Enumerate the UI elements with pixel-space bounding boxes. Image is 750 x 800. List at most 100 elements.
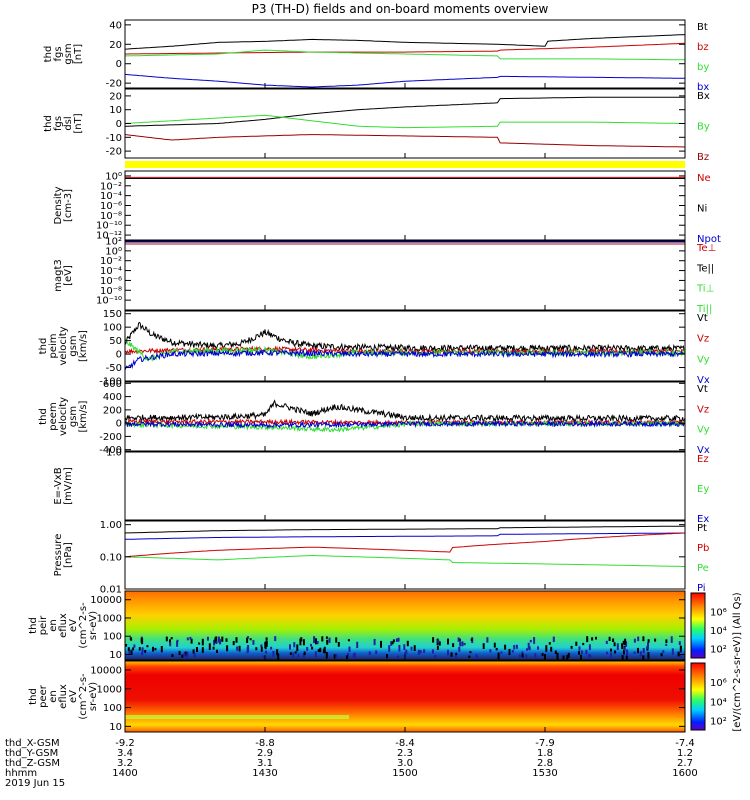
y-tick-label: 100	[103, 323, 122, 334]
spectrogram-speckle	[578, 651, 580, 655]
spectrogram-speckle	[545, 645, 548, 652]
spectrogram-speckle	[169, 639, 171, 644]
spectrogram-speckle	[238, 645, 241, 652]
y-axis-label: Pressure	[53, 534, 64, 577]
spectrogram-speckle	[504, 644, 507, 650]
spectrogram-band	[125, 715, 349, 719]
y-axis-label: eflux	[58, 684, 69, 709]
spectrogram-speckle	[201, 638, 204, 646]
panel-frame	[124, 170, 686, 241]
spectrogram-speckle	[392, 639, 395, 643]
spectrogram-speckle	[310, 643, 312, 647]
spectrogram-speckle	[534, 653, 537, 660]
y-tick-label: -20	[106, 147, 122, 158]
y-axis-label: eflux	[58, 613, 69, 638]
spectrogram-speckle	[260, 644, 263, 648]
spectrogram-speckle	[132, 647, 135, 651]
y-tick-label: -100	[99, 377, 122, 388]
legend-entry: Ex	[697, 514, 709, 525]
spectrogram-speckle	[529, 639, 532, 643]
spectrogram-speckle	[391, 641, 394, 645]
y-axis-label: [nT]	[73, 113, 84, 133]
spectrogram-speckle	[348, 646, 351, 652]
spectrogram-speckle	[213, 639, 216, 646]
legend-entry: Ne	[697, 173, 711, 184]
spectrogram-speckle	[347, 652, 350, 660]
spectrogram-speckle	[216, 649, 218, 654]
y-axis-label: en	[48, 690, 59, 703]
y-axis-label: velocity	[58, 397, 69, 436]
spectrogram-speckle	[609, 652, 612, 660]
spectrogram-speckle	[556, 652, 559, 660]
spectrogram-speckle	[303, 651, 306, 656]
spectrogram-speckle	[292, 652, 295, 660]
spectrogram-speckle	[165, 636, 168, 642]
spectrogram-speckle	[550, 646, 553, 652]
spectrogram-speckle	[201, 647, 204, 653]
y-tick-label: 10⁻²	[100, 181, 122, 192]
spectrogram-speckle	[171, 654, 174, 658]
spectrogram-speckle	[670, 636, 673, 643]
footer-value: 3.1	[257, 758, 273, 769]
y-tick-label: 600	[103, 379, 122, 390]
spectrogram-peer_spec	[125, 661, 685, 732]
spectrogram-speckle	[438, 641, 441, 646]
footer-value: 1600	[672, 768, 697, 779]
footer-row-label: thd_X-GSM	[5, 738, 60, 749]
spectrogram-speckle	[468, 655, 471, 658]
spectrogram-speckle	[221, 636, 224, 642]
spectrogram-speckle	[637, 647, 639, 654]
y-tick-label: 1000	[97, 613, 122, 624]
series-line-pressure-Pi	[125, 532, 685, 540]
spectrogram-speckle	[404, 652, 406, 657]
legend-entry: Ti⊥	[696, 284, 714, 295]
spectrogram-speckle	[521, 653, 524, 658]
y-axis-label: [nPa]	[63, 542, 74, 568]
colorbar-tick-label: 10⁴	[710, 626, 727, 637]
spectrogram-speckle	[582, 642, 585, 646]
spectrogram-speckle	[621, 655, 624, 662]
y-axis-label: magt3	[53, 259, 64, 292]
footer-value: 2.8	[537, 758, 553, 769]
y-axis-label: velocity	[58, 326, 69, 365]
footer-value: 2.9	[257, 748, 273, 759]
spectrogram-speckle	[431, 649, 434, 654]
spectrogram-speckle	[306, 647, 309, 651]
spectrogram-speckle	[264, 645, 267, 650]
colorbar-label: [eV/(cm^2-s-sr-eV)] (All Qs)	[732, 592, 743, 731]
spectrogram-speckle	[423, 649, 426, 653]
spectrogram-speckle	[255, 647, 258, 651]
spectrogram-speckle	[274, 636, 277, 642]
spectrogram-speckle	[621, 645, 624, 650]
y-axis-label: (cm^2-s-	[78, 602, 89, 649]
spectrogram-speckle	[146, 645, 149, 648]
spectrogram-speckle	[642, 648, 645, 654]
spectrogram-speckle	[302, 652, 305, 660]
y-axis-label: [km/s]	[78, 400, 89, 432]
spectrogram-speckle	[270, 646, 273, 650]
spectrogram-speckle	[293, 642, 296, 648]
spectrogram-speckle	[249, 638, 252, 641]
spectrogram-speckle	[299, 638, 302, 646]
y-tick-label: 10⁻²	[100, 256, 122, 267]
spectrogram-speckle	[526, 648, 529, 651]
y-tick-label: 10⁻¹²	[96, 231, 122, 242]
y-tick-label: 40	[109, 20, 122, 31]
spectrogram-speckle	[625, 655, 628, 662]
spectrogram-speckle	[294, 651, 297, 654]
y-tick-label: 10000	[90, 665, 122, 676]
colorbar-tick-label: 10²	[710, 716, 727, 727]
spectrogram-speckle	[500, 651, 503, 654]
spectrogram-speckle	[368, 651, 371, 656]
spectrogram-speckle	[463, 642, 466, 646]
footer-value: 3.4	[117, 748, 133, 759]
spectrogram-speckle	[610, 648, 612, 652]
y-tick-label: 1000	[97, 684, 122, 695]
spectrogram-speckle	[647, 639, 650, 643]
y-axis-label: sr-eV)	[88, 611, 99, 640]
footer-value: -8.8	[255, 738, 275, 749]
spectrogram-speckle	[215, 641, 218, 644]
spectrogram-speckle	[272, 651, 275, 657]
